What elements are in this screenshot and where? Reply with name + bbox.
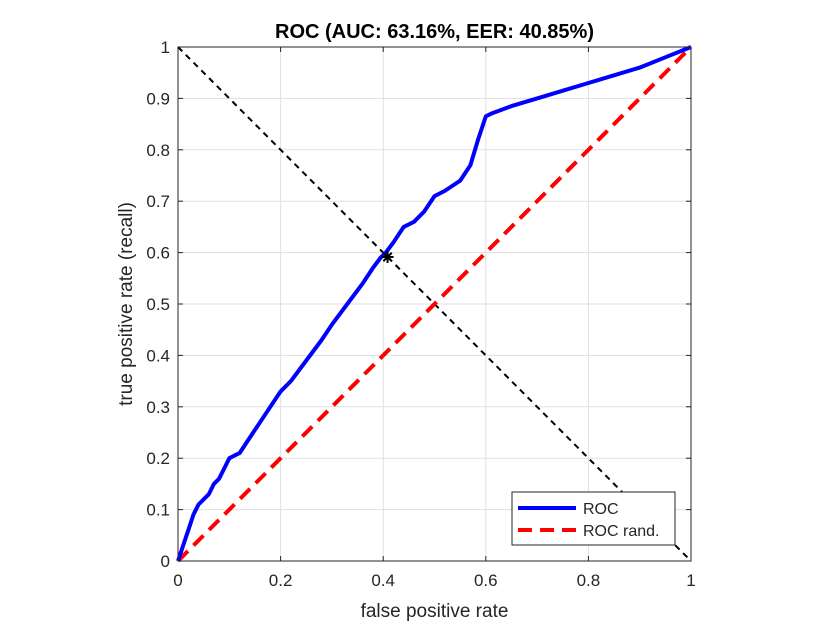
y-tick-label: 0.4: [146, 346, 170, 365]
x-tick-label: 0.2: [269, 571, 293, 590]
y-tick-label: 0: [161, 552, 170, 571]
y-tick-label: 0.1: [146, 501, 170, 520]
legend: ROC ROC rand.: [511, 491, 676, 546]
axis-ticks: 0 0.2 0.4 0.6 0.8 1 0 0.1 0.2 0.3 0.4 0.5 0.6 0.7 0.8 0…: [146, 38, 695, 590]
y-tick-label: 0.2: [146, 449, 170, 468]
x-tick-label: 0.8: [577, 571, 601, 590]
y-tick-label: 1: [161, 38, 170, 57]
legend-item-roc-rand-label: ROC rand.: [583, 523, 659, 540]
roc-curve: [176, 45, 692, 562]
x-tick-label: 1: [686, 571, 695, 590]
marker-layer: [381, 250, 394, 263]
y-tick-label: 0.7: [146, 192, 170, 211]
x-tick-label: 0.4: [371, 571, 395, 590]
y-tick-label: 0.6: [146, 244, 170, 263]
x-tick-label: 0: [173, 571, 182, 590]
legend-box: [511, 491, 676, 546]
y-tick-label: 0.8: [146, 141, 170, 160]
series-layer: [176, 45, 693, 563]
chart-title: ROC (AUC: 63.16%, EER: 40.85%): [275, 21, 594, 43]
y-tick-label: 0.9: [146, 89, 170, 108]
y-tick-label: 0.5: [146, 295, 170, 314]
x-axis-label: false positive rate: [361, 601, 509, 622]
x-tick-label: 0.6: [474, 571, 498, 590]
y-axis-label: true positive rate (recall): [116, 202, 137, 406]
y-tick-label: 0.3: [146, 398, 170, 417]
legend-item-roc-label: ROC: [583, 501, 619, 518]
eer-marker: [381, 250, 394, 263]
roc-random-line: [176, 45, 693, 563]
